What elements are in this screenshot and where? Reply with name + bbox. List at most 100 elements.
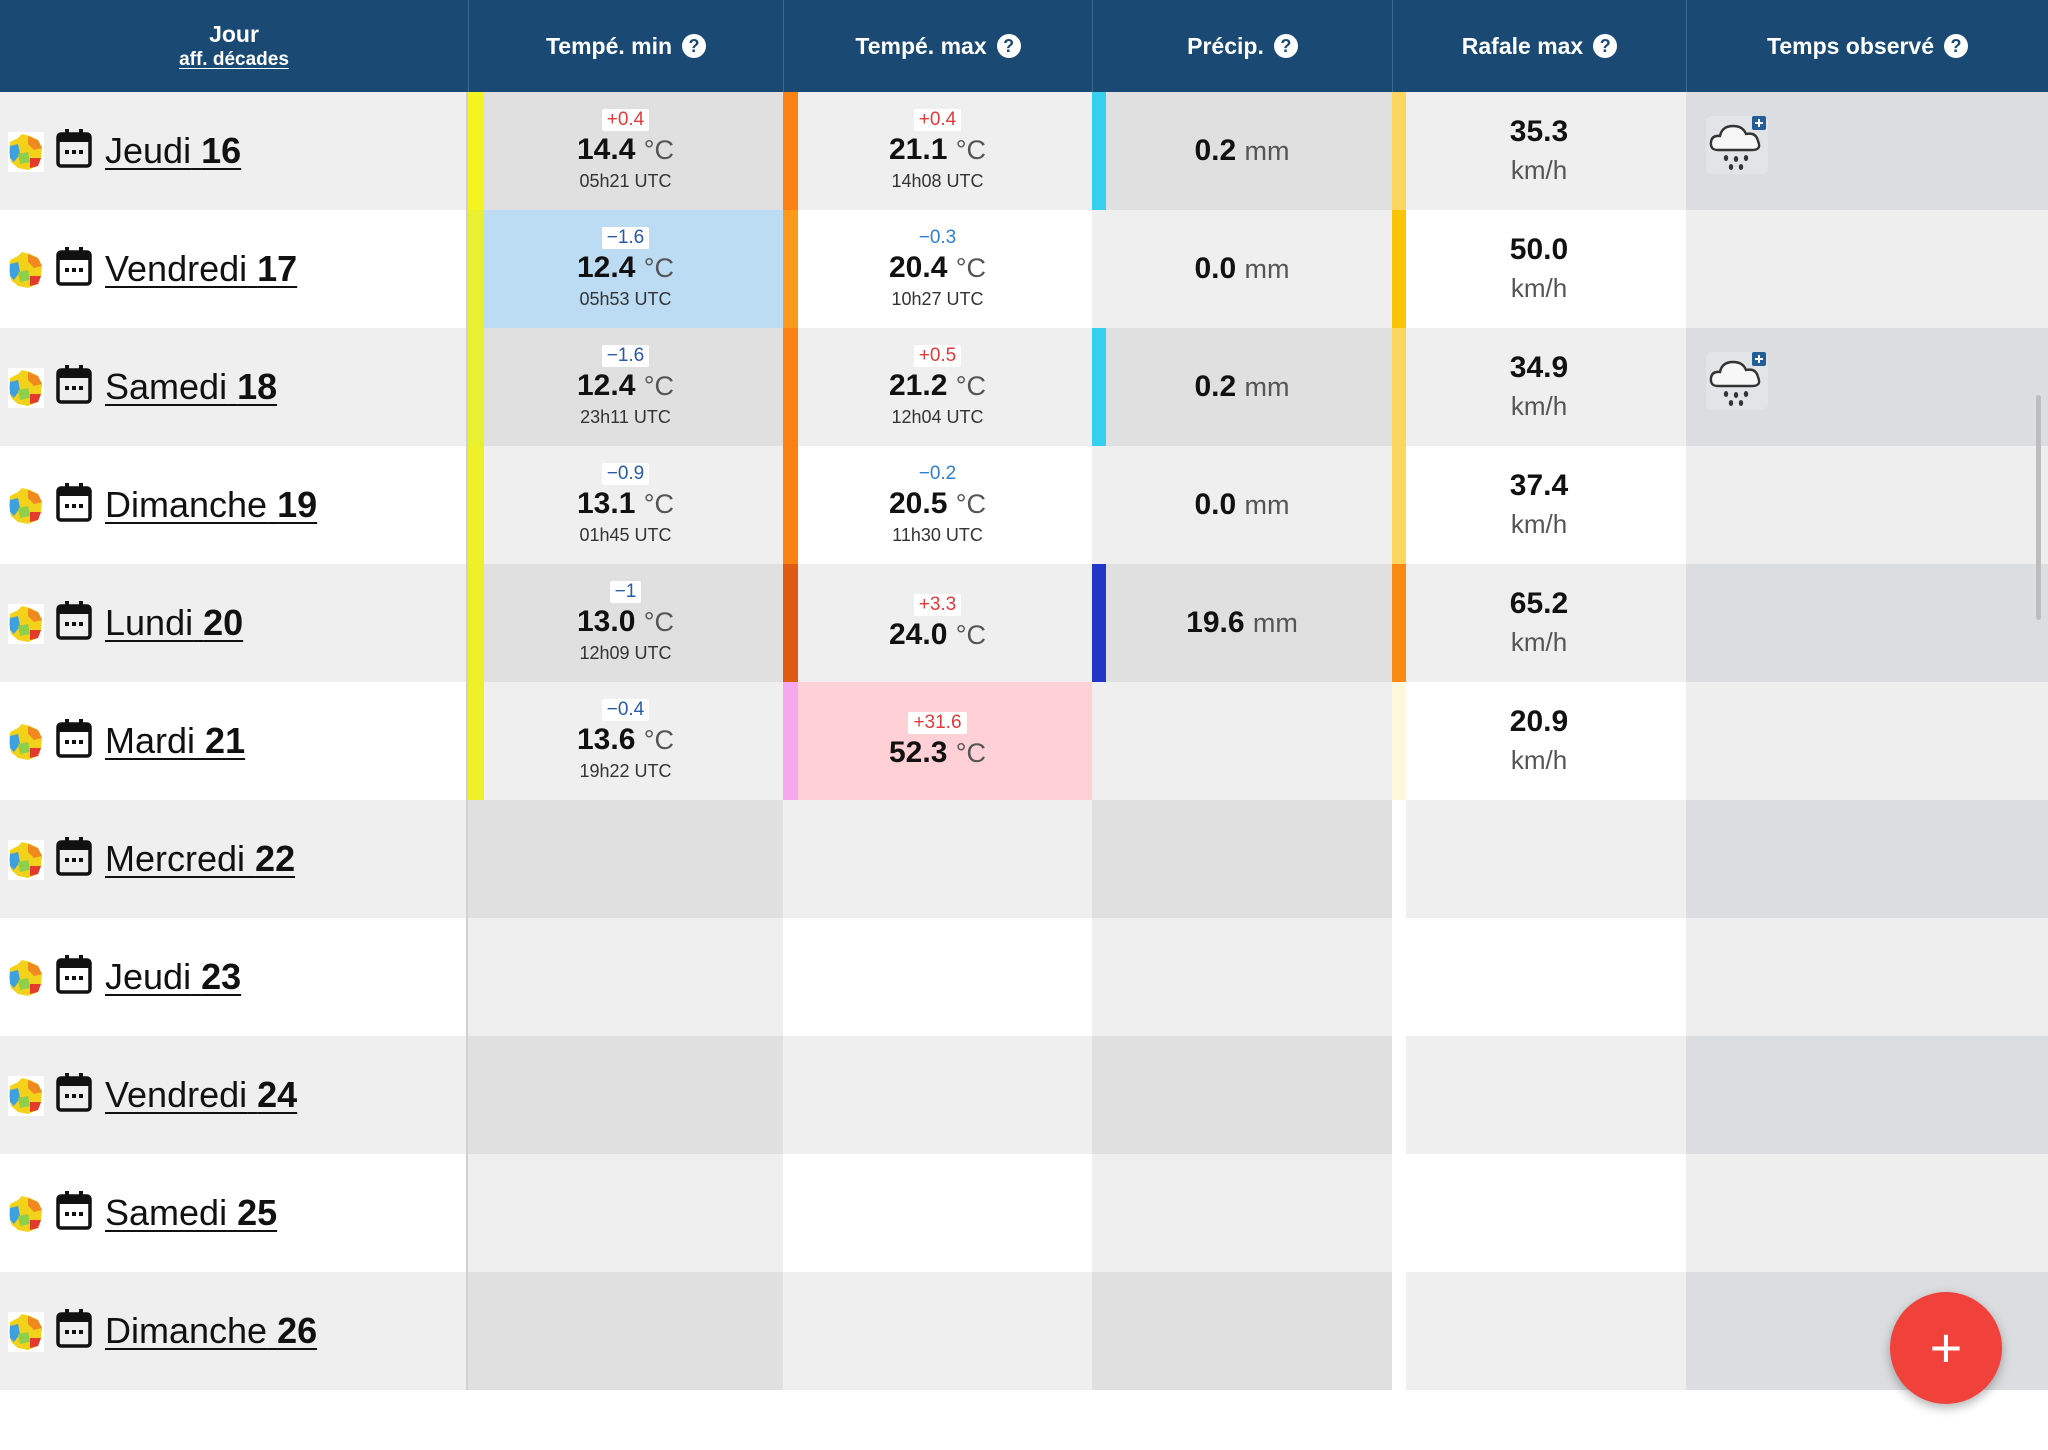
temp-min-cell: −0.9 13.1 °C 01h45 UTC: [468, 446, 783, 564]
day-link[interactable]: Dimanche 26: [105, 1310, 317, 1352]
temp-max-anomaly: −0.3: [913, 227, 962, 249]
temp-unit: °C: [955, 371, 987, 401]
help-icon[interactable]: ?: [996, 34, 1021, 58]
calendar-icon[interactable]: [56, 1072, 92, 1112]
temp-max-cell: [783, 800, 1092, 918]
temp-min-time: 19h22 UTC: [579, 761, 672, 781]
gust-unit: km/h: [1510, 155, 1568, 185]
header-gust-label: Rafale max: [1461, 32, 1584, 59]
calendar-icon[interactable]: [56, 1308, 92, 1348]
day-link[interactable]: Mardi 21: [105, 720, 245, 762]
calendar-icon[interactable]: [56, 718, 92, 758]
temp-max-anomaly: −0.2: [913, 463, 962, 485]
day-cell: Jeudi 16: [0, 92, 468, 210]
temp-max-cell: +31.6 52.3 °C: [783, 682, 1092, 800]
temp-max-value: 20.5: [888, 487, 948, 520]
temp-min-anomaly: −1.6: [601, 227, 650, 249]
day-row-link: Samedi 25: [0, 1154, 468, 1272]
precip-color-bar: [1092, 564, 1106, 682]
day-name: Samedi: [105, 1192, 228, 1233]
france-map-icon[interactable]: [8, 840, 44, 880]
header-jour-title: Jour: [209, 21, 259, 47]
day-row-link: Dimanche 26: [0, 1272, 468, 1390]
gust-value: 37.4: [1509, 469, 1569, 502]
day-link[interactable]: Jeudi 23: [105, 956, 241, 998]
france-map-icon[interactable]: [8, 1076, 44, 1116]
temp-max-cell: [783, 918, 1092, 1036]
temp-max-time: 11h30 UTC: [892, 525, 983, 545]
table-row: Samedi 18 −1.6 12.4 °C 23h11 UTC +0.5 21.2 …: [0, 328, 2048, 446]
temp-min-value-line: 12.4 °C: [577, 369, 674, 403]
temp-min-cell: −1.6 12.4 °C 05h53 UTC: [468, 210, 783, 328]
help-icon[interactable]: ?: [1944, 34, 1969, 58]
calendar-icon[interactable]: [56, 836, 92, 876]
temp-min-value-line: 14.4 °C: [577, 133, 674, 167]
day-link[interactable]: Jeudi 16: [105, 130, 241, 172]
france-map-icon[interactable]: [8, 132, 44, 172]
help-icon[interactable]: ?: [1593, 34, 1618, 58]
france-map-icon[interactable]: [8, 368, 44, 408]
column-gap: [1392, 800, 1406, 1450]
temp-max-content: +0.5 21.2 °C 12h04 UTC: [889, 345, 986, 429]
calendar-icon[interactable]: [56, 128, 92, 168]
day-cell: Dimanche 19: [0, 446, 468, 564]
france-map-icon[interactable]: [8, 604, 44, 644]
temp-min-color-bar: [468, 328, 484, 446]
day-link[interactable]: Samedi 18: [105, 366, 277, 408]
gust-cell: [1392, 1154, 1686, 1272]
day-name: Jeudi: [105, 956, 192, 997]
help-icon[interactable]: ?: [1273, 34, 1298, 58]
calendar-icon[interactable]: [56, 364, 92, 404]
temp-min-value: 12.4: [576, 369, 636, 402]
temp-max-value: 21.2: [888, 369, 948, 402]
france-map-icon[interactable]: [8, 958, 44, 998]
temp-max-cell: [783, 1154, 1092, 1272]
day-link[interactable]: Lundi 20: [105, 602, 243, 644]
day-row-link: Samedi 18: [0, 328, 468, 446]
rain-icon[interactable]: [1706, 352, 1768, 410]
day-link[interactable]: Mercredi 22: [105, 838, 295, 880]
calendar-icon[interactable]: [56, 1190, 92, 1230]
temp-min-cell: [468, 800, 783, 918]
rain-icon[interactable]: [1706, 116, 1768, 174]
day-link[interactable]: Dimanche 19: [105, 484, 317, 526]
calendar-icon[interactable]: [56, 600, 92, 640]
calendar-icon[interactable]: [56, 482, 92, 522]
gust-cell: [1392, 1036, 1686, 1154]
france-map-icon[interactable]: [8, 1312, 44, 1352]
precip-value-line: 0.2 mm: [1194, 134, 1289, 168]
show-decades-link[interactable]: aff. décades: [179, 49, 289, 70]
temp-max-cell: [783, 1272, 1092, 1390]
temp-unit: °C: [643, 135, 675, 165]
weather-cell: [1686, 564, 2048, 682]
table-row: Samedi 25: [0, 1154, 2048, 1272]
france-map-icon[interactable]: [8, 1194, 44, 1234]
day-link[interactable]: Vendredi 24: [105, 1074, 297, 1116]
help-icon[interactable]: ?: [682, 34, 707, 58]
day-number: 16: [201, 130, 242, 171]
day-name: Dimanche: [105, 1310, 268, 1351]
precip-value-line: 19.6 mm: [1186, 606, 1298, 640]
day-cell: Samedi 18: [0, 328, 468, 446]
gust-unit: km/h: [1510, 273, 1568, 303]
day-link[interactable]: Samedi 25: [105, 1192, 277, 1234]
vertical-scrollbar[interactable]: [2036, 395, 2041, 620]
day-link[interactable]: Vendredi 17: [105, 248, 297, 290]
day-row-link: Vendredi 24: [0, 1036, 468, 1154]
day-row-link: Jeudi 23: [0, 918, 468, 1036]
add-fab-button[interactable]: +: [1890, 1292, 2002, 1404]
temp-unit: °C: [955, 489, 987, 519]
temp-max-value-line: 20.4 °C: [889, 251, 986, 285]
temp-max-cell: −0.3 20.4 °C 10h27 UTC: [783, 210, 1092, 328]
temp-min-content: +0.4 14.4 °C 05h21 UTC: [577, 109, 674, 193]
table-row: Jeudi 16 +0.4 14.4 °C 05h21 UTC +0.4 21.1 °…: [0, 92, 2048, 210]
precip-unit: mm: [1244, 490, 1290, 520]
france-map-icon[interactable]: [8, 486, 44, 526]
france-map-icon[interactable]: [8, 722, 44, 762]
calendar-icon[interactable]: [56, 246, 92, 286]
calendar-icon[interactable]: [56, 954, 92, 994]
table-row: Jeudi 23: [0, 918, 2048, 1036]
temp-unit: °C: [643, 607, 675, 637]
france-map-icon[interactable]: [8, 250, 44, 290]
precip-unit: mm: [1244, 254, 1290, 284]
